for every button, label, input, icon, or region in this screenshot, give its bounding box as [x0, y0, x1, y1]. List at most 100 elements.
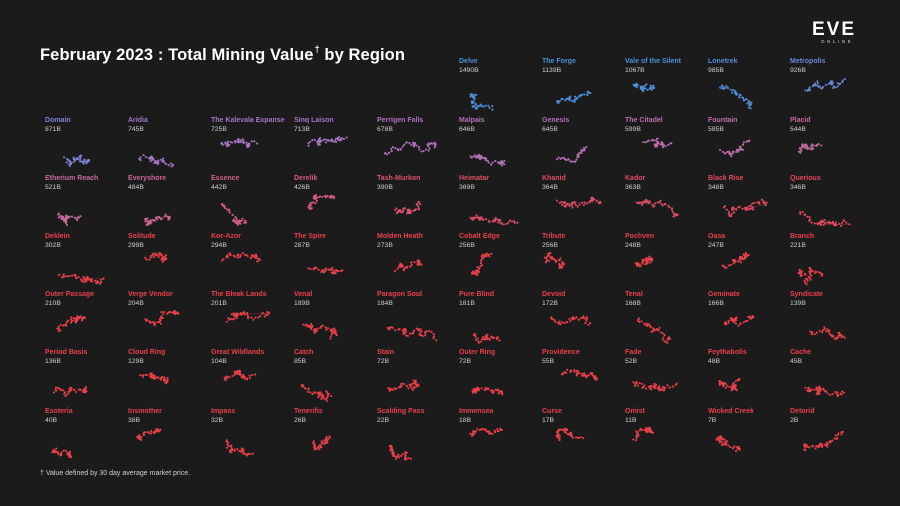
- map-system: [748, 315, 751, 318]
- region-essence: Essence 442B: [211, 175, 293, 229]
- map-system: [808, 388, 811, 391]
- region-value: 129B: [128, 358, 144, 365]
- map-system: [75, 277, 78, 280]
- map-system: [808, 276, 811, 279]
- map-system: [345, 136, 348, 139]
- map-system: [242, 311, 245, 314]
- map-system: [261, 312, 264, 315]
- map-system: [221, 204, 224, 207]
- map-system: [231, 141, 234, 144]
- map-system: [72, 161, 75, 164]
- map-system: [823, 222, 826, 225]
- map-system: [474, 271, 477, 274]
- region-name: Essence: [211, 175, 240, 182]
- map-system: [160, 253, 163, 257]
- map-system: [733, 320, 736, 324]
- region-heimatar: Heimatar 369B: [459, 175, 541, 229]
- region-map-delve: [469, 93, 494, 111]
- map-system: [641, 203, 644, 206]
- map-system: [162, 256, 165, 259]
- region-impass: Impass 32B: [211, 408, 293, 462]
- map-system: [662, 336, 665, 339]
- map-system: [70, 274, 74, 277]
- map-system: [841, 221, 844, 225]
- map-system: [487, 161, 490, 164]
- map-system: [141, 375, 144, 379]
- region-value: 48B: [708, 358, 721, 365]
- region-name: Everyshore: [128, 175, 167, 182]
- map-system: [816, 80, 819, 83]
- map-system: [240, 373, 243, 376]
- map-system: [258, 258, 261, 261]
- region-map-lonetrek: [719, 84, 753, 110]
- map-system: [161, 217, 164, 220]
- map-system: [658, 389, 661, 392]
- map-system: [649, 325, 652, 328]
- map-system: [233, 372, 237, 375]
- map-system: [832, 222, 835, 225]
- map-system: [565, 159, 568, 162]
- map-system: [240, 448, 244, 451]
- map-system: [823, 326, 826, 329]
- map-system: [739, 322, 742, 326]
- map-system: [388, 389, 391, 392]
- region-name: Genesis: [542, 117, 570, 124]
- map-system: [223, 206, 227, 209]
- region-molden-heath: Molden Heath 273B: [377, 233, 459, 287]
- region-map-cloud-ring: [139, 372, 169, 385]
- map-system: [636, 83, 639, 86]
- map-system: [149, 160, 152, 163]
- map-system: [804, 281, 807, 284]
- map-system: [636, 264, 639, 267]
- map-system: [342, 137, 345, 141]
- map-system: [476, 337, 479, 340]
- map-system: [427, 142, 430, 145]
- map-system: [322, 395, 325, 398]
- map-system: [750, 316, 753, 319]
- map-system: [482, 105, 485, 108]
- map-system: [653, 387, 656, 390]
- map-system: [573, 202, 576, 205]
- map-system: [421, 335, 424, 338]
- map-system: [632, 381, 635, 384]
- map-system: [482, 338, 485, 341]
- map-system: [815, 144, 818, 147]
- map-system: [477, 341, 480, 344]
- map-system: [718, 383, 721, 387]
- map-system: [267, 312, 271, 315]
- map-system: [434, 144, 437, 147]
- region-value: 363B: [625, 184, 641, 191]
- map-system: [490, 163, 493, 166]
- map-system: [427, 149, 430, 152]
- map-system: [593, 198, 596, 201]
- map-system: [399, 262, 402, 265]
- map-system: [425, 148, 428, 151]
- map-system: [563, 371, 566, 374]
- map-system: [74, 390, 77, 394]
- map-system: [584, 322, 587, 325]
- map-system: [57, 452, 60, 456]
- map-system: [234, 139, 237, 143]
- map-system: [477, 387, 480, 390]
- map-system: [90, 280, 93, 283]
- region-map-molden-heath: [393, 259, 423, 273]
- region-value: 40B: [45, 417, 58, 424]
- region-name: Geminate: [708, 291, 740, 298]
- map-system: [327, 139, 330, 142]
- map-system: [491, 391, 494, 394]
- map-system: [742, 96, 745, 99]
- map-system: [670, 207, 674, 210]
- map-system: [731, 388, 734, 391]
- map-system: [68, 164, 71, 168]
- map-system: [425, 330, 428, 333]
- map-system: [474, 335, 477, 338]
- map-system: [333, 329, 337, 332]
- map-system: [320, 140, 323, 143]
- map-system: [658, 326, 661, 329]
- map-system: [725, 266, 728, 269]
- region-map-stain: [387, 379, 420, 392]
- map-system: [152, 158, 155, 161]
- map-system: [65, 223, 68, 226]
- map-system: [836, 81, 839, 85]
- map-system: [576, 205, 579, 208]
